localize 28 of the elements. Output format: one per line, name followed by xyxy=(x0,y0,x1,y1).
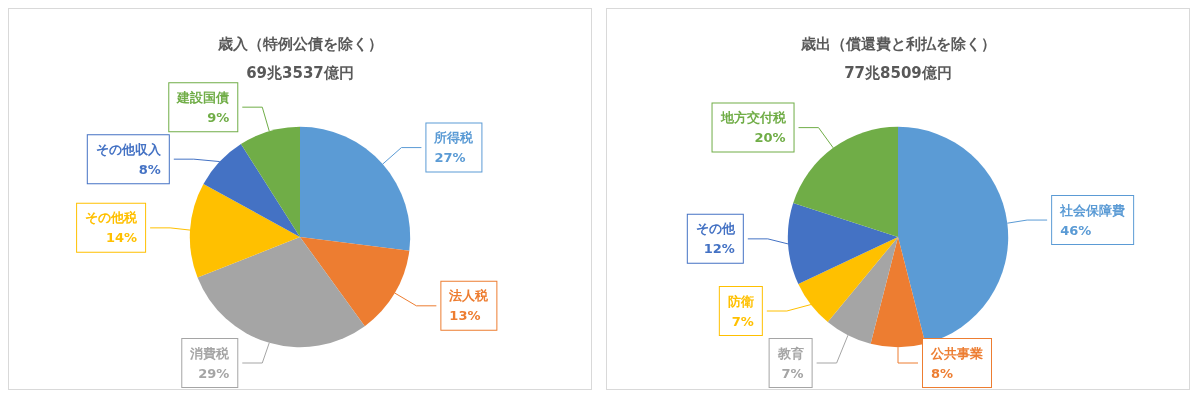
slice-label: その他税 xyxy=(85,210,139,226)
chart-title: 歳入（特例公債を除く） xyxy=(216,34,383,53)
data-label: 7% xyxy=(731,313,754,329)
data-label: 46% xyxy=(1060,222,1092,238)
data-label: 9% xyxy=(207,109,230,125)
chart-subtitle: 69兆3537億円 xyxy=(246,63,354,82)
data-label: 29% xyxy=(198,365,230,381)
data-label: 8% xyxy=(138,161,161,177)
data-label: 14% xyxy=(105,230,138,246)
data-label: 12% xyxy=(703,241,735,257)
slice-label: 社会保障費 xyxy=(1059,202,1126,218)
slice-label: 建設国債 xyxy=(176,89,230,105)
slice-label: 地方交付税 xyxy=(719,110,787,126)
slice-label: 防衛 xyxy=(727,293,754,309)
data-label: 7% xyxy=(781,365,804,381)
slice-label: その他収入 xyxy=(95,141,162,157)
data-label: 13% xyxy=(449,308,481,324)
slice-label: 所得税 xyxy=(433,130,475,146)
data-label: 27% xyxy=(434,150,466,166)
slice-label: 消費税 xyxy=(189,345,231,361)
slice-label: 法人税 xyxy=(448,288,490,304)
data-label: 20% xyxy=(754,130,786,146)
chart-subtitle: 77兆8509億円 xyxy=(844,63,952,82)
slice-label: その他 xyxy=(695,221,736,237)
data-label: 8% xyxy=(931,365,954,381)
slice-label: 教育 xyxy=(776,345,804,361)
slice-label: 公共事業 xyxy=(930,345,983,361)
chart-title: 歳出（償還費と利払を除く） xyxy=(799,34,996,53)
